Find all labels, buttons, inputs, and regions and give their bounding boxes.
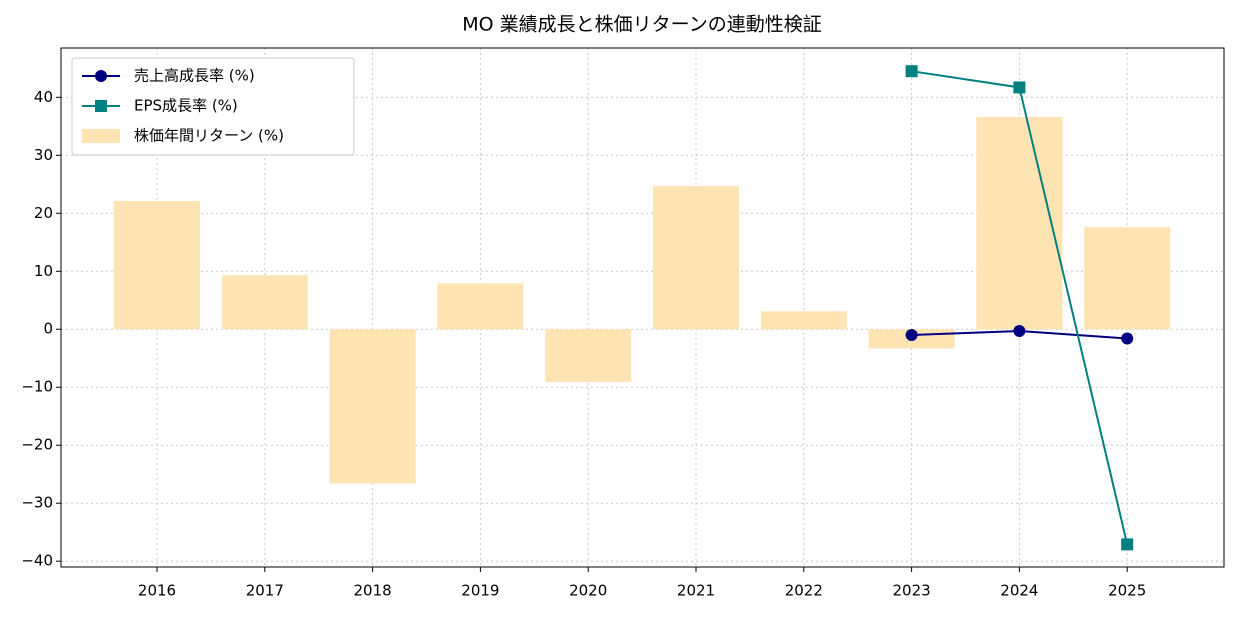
- x-tick-label: 2017: [246, 582, 284, 600]
- y-tick-label: 10: [34, 262, 53, 280]
- x-tick-label: 2020: [569, 582, 607, 600]
- x-tick-label: 2023: [893, 582, 931, 600]
- bar: [976, 117, 1063, 330]
- y-tick-label: −20: [21, 436, 53, 454]
- y-tick-label: −10: [21, 378, 53, 396]
- legend-frame: [71, 57, 355, 156]
- y-tick-label: 0: [43, 320, 53, 338]
- y-tick-label: 40: [34, 88, 53, 106]
- line-marker: [1121, 538, 1134, 551]
- x-tick-label: 2025: [1108, 582, 1146, 600]
- x-tick-label: 2018: [354, 582, 392, 600]
- line-marker: [1013, 81, 1026, 94]
- line-marker: [905, 329, 918, 342]
- x-tick-label: 2019: [461, 582, 499, 600]
- legend-marker: [95, 100, 107, 112]
- legend-marker: [95, 70, 107, 82]
- bar: [221, 275, 308, 330]
- bar: [760, 311, 847, 330]
- legend-label: EPS成長率 (%): [134, 97, 238, 115]
- bar: [545, 329, 632, 383]
- plot-frame: [60, 47, 1225, 568]
- legend-swatch: [82, 129, 120, 143]
- bar: [329, 329, 416, 484]
- y-tick-label: 30: [34, 146, 53, 164]
- y-tick-label: −40: [21, 552, 53, 570]
- bar: [653, 186, 739, 330]
- bar: [1084, 227, 1171, 330]
- legend-label: 売上高成長率 (%): [134, 67, 255, 85]
- legend: 売上高成長率 (%) EPS成長率 (%) 株価年間リターン (%): [71, 57, 355, 156]
- line-marker: [1121, 332, 1134, 345]
- bar: [437, 283, 524, 330]
- line-marker: [1013, 324, 1026, 337]
- bar: [114, 201, 200, 330]
- x-tick-label: 2021: [677, 582, 715, 600]
- x-tick-label: 2022: [785, 582, 823, 600]
- x-tick-label: 2016: [138, 582, 176, 600]
- y-tick-label: 20: [34, 204, 53, 222]
- chart-title: MO 業績成長と株価リターンの連動性検証: [462, 14, 821, 36]
- x-tick-label: 2024: [1000, 582, 1038, 600]
- y-tick-label: −30: [21, 494, 53, 512]
- legend-label: 株価年間リターン (%): [134, 127, 284, 145]
- line-marker: [905, 65, 918, 78]
